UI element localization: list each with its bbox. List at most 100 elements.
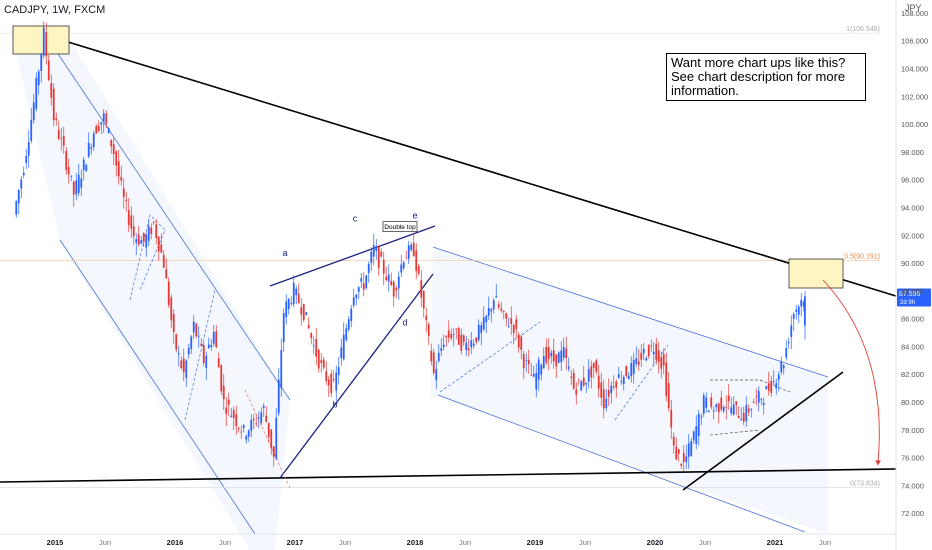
candle-body [762, 402, 765, 405]
candle-body [755, 396, 758, 398]
candle-body [620, 381, 623, 383]
candle-body [382, 260, 385, 274]
candle-body [125, 199, 128, 202]
candle-body [82, 159, 85, 171]
candle-body [217, 358, 220, 368]
candle-body [370, 251, 373, 263]
candle-body [417, 265, 420, 274]
candle-body [512, 325, 515, 333]
candle-body [570, 376, 573, 379]
candle-body [757, 390, 760, 403]
candle-body [692, 431, 695, 441]
candle-body [562, 347, 565, 358]
candle-body [357, 287, 360, 292]
candle-body [785, 348, 788, 358]
candle-body [575, 389, 578, 395]
candle-body [442, 344, 445, 348]
candle-body [350, 308, 353, 322]
candle-body [640, 352, 643, 360]
y-tick-label: 78.000 [901, 426, 924, 435]
currency-unit: JPY [905, 3, 922, 13]
channel-fill [10, 28, 290, 550]
x-tick-label: 2017 [287, 538, 304, 547]
candle-body [707, 410, 710, 412]
candle-body [245, 436, 248, 440]
candle-body [642, 348, 645, 354]
candle-body [90, 147, 93, 149]
candle-body [137, 234, 140, 245]
candle-body [565, 348, 568, 359]
candle-body [685, 456, 688, 462]
candle-body [572, 372, 575, 389]
candle-body [592, 362, 595, 368]
wave-label: d [402, 318, 407, 328]
candle-body [215, 331, 218, 348]
candle-body [205, 355, 208, 368]
candle-body [305, 312, 308, 316]
dashed-flag [244, 389, 291, 489]
candle-body [337, 367, 340, 375]
candle-body [440, 348, 443, 351]
dashed-flag [709, 429, 761, 436]
candle-body [325, 371, 328, 382]
candle-body [150, 227, 153, 235]
candle-body [280, 350, 283, 388]
info-line: See chart description for more [671, 69, 846, 84]
candle-body [682, 452, 685, 463]
candle-body [407, 245, 410, 259]
candle-body [435, 368, 438, 381]
candle-body [212, 332, 215, 344]
candle-body [200, 343, 203, 346]
candle-body [600, 382, 603, 398]
candle-body [152, 222, 155, 224]
candle-body [595, 360, 598, 372]
candle-body [190, 336, 193, 349]
candle-body [172, 313, 175, 333]
highlight-box [12, 25, 70, 55]
candle-body [160, 244, 163, 253]
double-top-box [382, 221, 418, 233]
candle-body [327, 379, 330, 386]
projection-arrow [822, 279, 881, 466]
candle-body [700, 416, 703, 418]
candle-body [415, 250, 418, 272]
candle-body [697, 413, 700, 437]
candle-body [765, 386, 768, 390]
candle-body [270, 429, 273, 449]
wave-label: e [412, 211, 417, 221]
info-box: Want more chart ups like this? See chart… [666, 53, 866, 101]
candle-body [597, 375, 600, 389]
candle-body [312, 345, 315, 347]
candle-body [577, 379, 580, 381]
candle-body [20, 179, 23, 189]
channel-line [59, 239, 256, 535]
candle-body [560, 350, 563, 363]
candle-body [32, 102, 35, 121]
candle-body [515, 319, 518, 329]
highlight-box [788, 258, 844, 289]
channel-fill [430, 247, 828, 534]
candle-body [272, 446, 275, 457]
candle-body [695, 426, 698, 444]
candle-body [550, 352, 553, 357]
countdown-label: 2d 9h [900, 300, 915, 306]
candle-body [167, 281, 170, 305]
candle-body [105, 113, 108, 124]
x-tick-label: 2016 [167, 538, 184, 547]
candle-body [225, 407, 228, 414]
dashed-flag [129, 214, 166, 301]
candle-body [295, 288, 298, 296]
candle-body [120, 176, 123, 181]
candle-body [242, 425, 245, 428]
support-trendline [0, 468, 897, 483]
candle-body [747, 408, 750, 413]
y-tick-label: 90.000 [901, 259, 924, 268]
y-tick-label: 88.000 [901, 287, 924, 296]
candle-body [627, 375, 630, 379]
candle-body [675, 446, 678, 460]
info-line: information. [671, 83, 739, 98]
x-tick-label: 2019 [527, 538, 544, 547]
candle-body [505, 313, 508, 319]
y-tick-label: 86.000 [901, 315, 924, 324]
